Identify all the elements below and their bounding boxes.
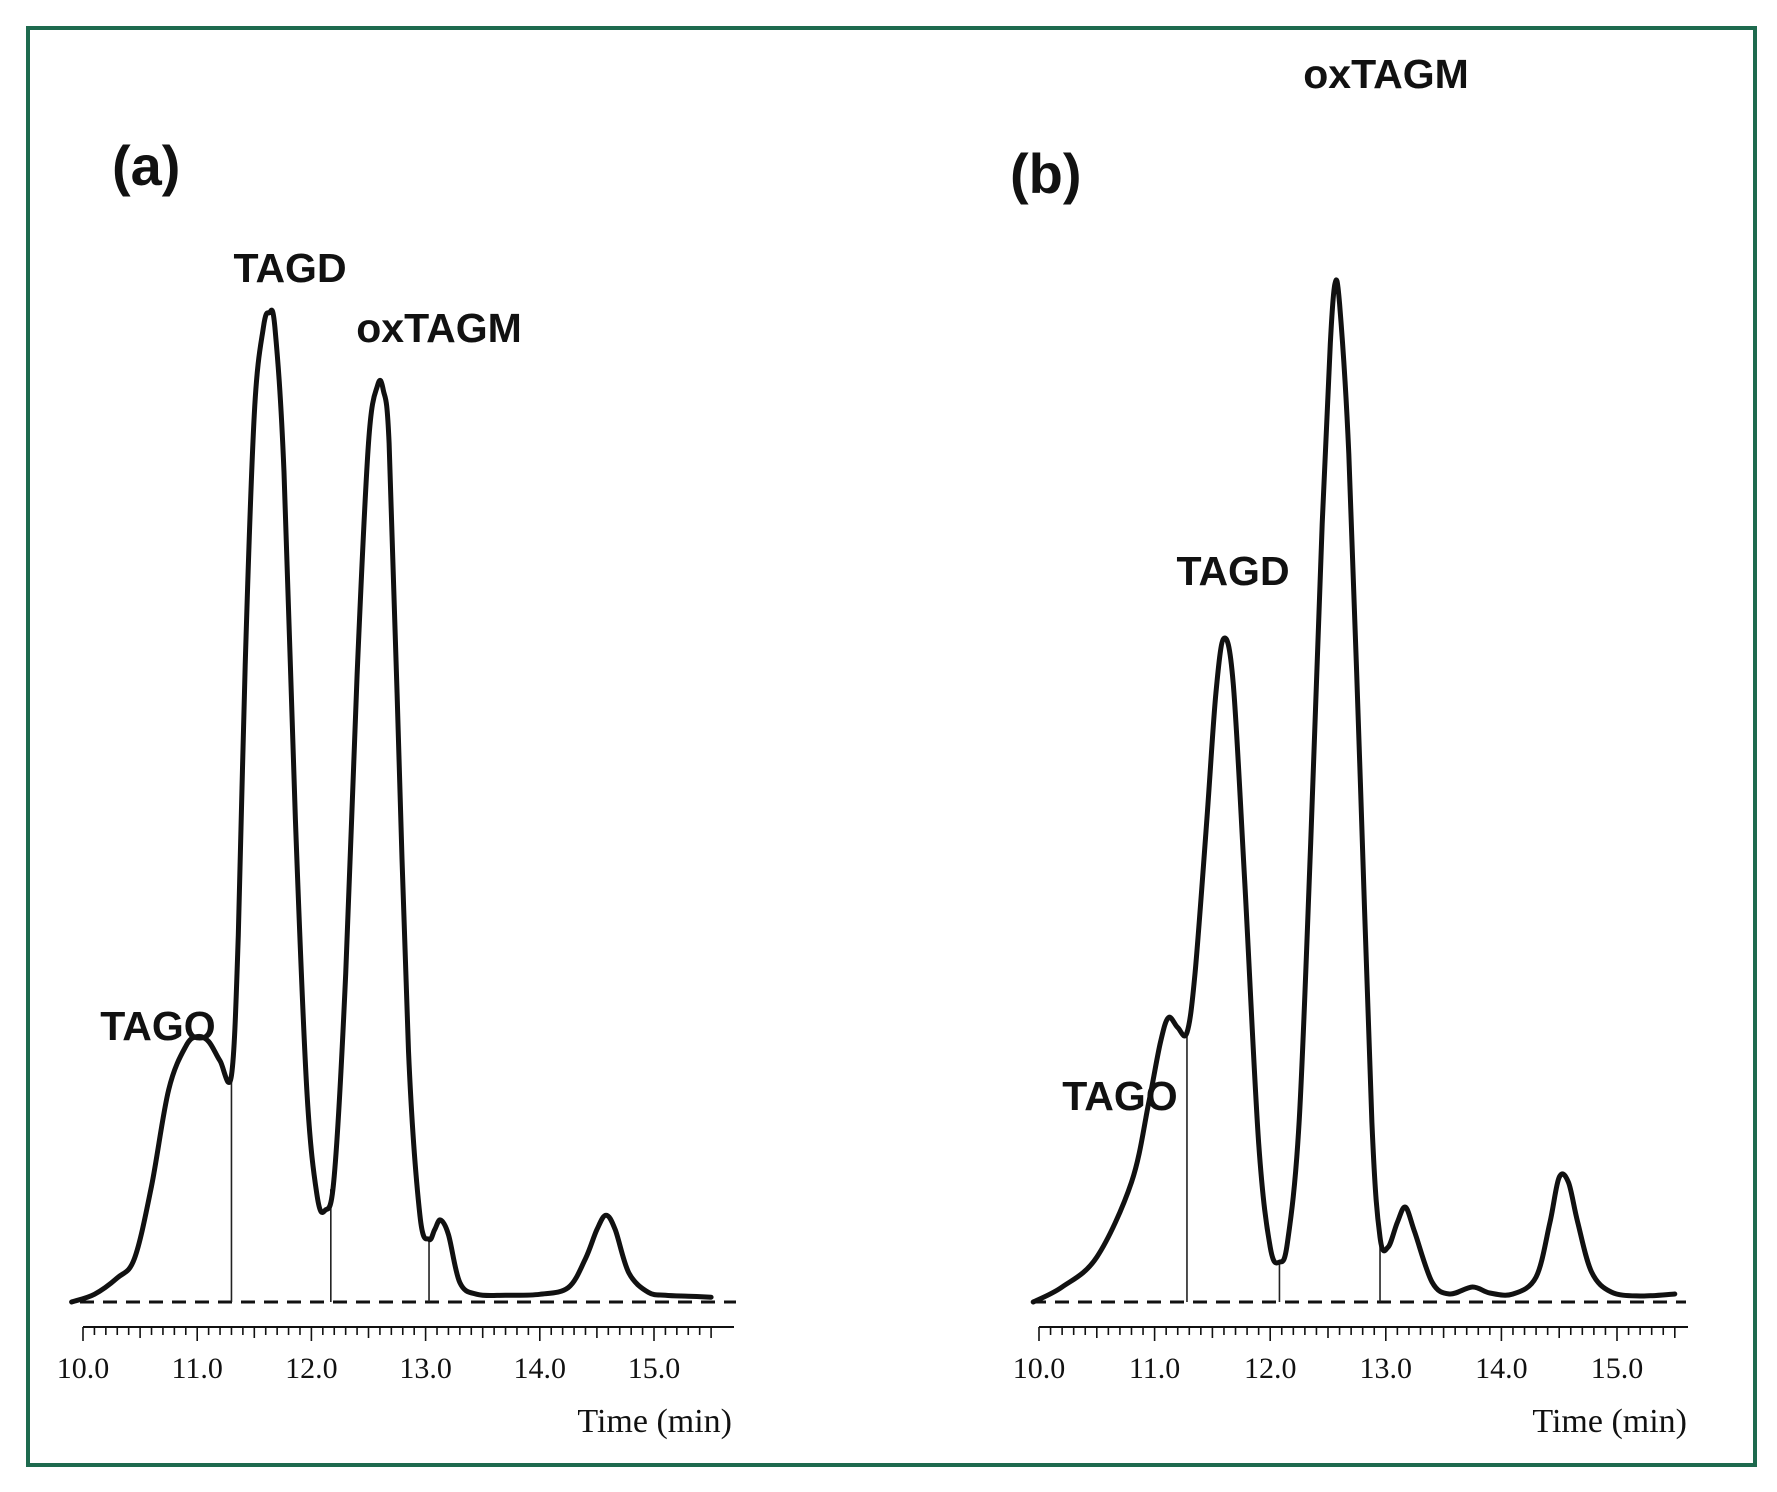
chromatogram-trace-a [69,307,714,1305]
x-tick-label-a: 13.0 [399,1352,452,1385]
x-tick-label-b: 14.0 [1475,1352,1528,1385]
peak-label-tago-a: TAGO [100,1003,215,1049]
x-tick-label-a: 10.0 [57,1352,110,1385]
peak-label-tago-b: TAGO [1062,1073,1177,1119]
x-tick-label-a: 14.0 [514,1352,567,1385]
x-tick-label-b: 13.0 [1360,1352,1413,1385]
panel-a-x-axis-label: Time (min) [577,1403,732,1440]
x-tick-label-b: 10.0 [1013,1352,1066,1385]
figure-frame [26,26,1757,1467]
panel-b-marks: 10.0 11.0 12.0 13.0 14.0 15.0 [1013,277,1688,1385]
peak-label-oxtagm-a: oxTAGM [356,305,522,351]
peak-label-tagd-a: TAGD [233,245,346,291]
panel-a: (a) Time (min) 10.0 11.0 12.0 13.0 14.0 15.0 … [57,134,736,1440]
panel-b-label: (b) [1010,142,1082,205]
x-tick-label-b: 12.0 [1244,1352,1297,1385]
panel-b-x-axis-label: Time (min) [1532,1403,1687,1440]
x-tick-label-b: 15.0 [1591,1352,1644,1385]
peak-label-oxtagm-b: oxTAGM [1303,51,1469,97]
peak-label-tagd-b: TAGD [1176,548,1289,594]
panel-b-peak-labels: TAGO TAGD oxTAGM [1062,51,1468,1119]
x-tick-label-a: 11.0 [172,1352,223,1385]
panel-a-label: (a) [112,134,180,197]
chromatogram-trace-b [1030,277,1678,1305]
x-tick-label-b: 11.0 [1129,1352,1180,1385]
x-tick-label-a: 15.0 [628,1352,681,1385]
panel-b: (b) Time (min) 10.0 11.0 12.0 13.0 14.0 15.0 … [1010,51,1688,1440]
panel-a-marks: 10.0 11.0 12.0 13.0 14.0 15.0 [57,307,736,1385]
x-tick-label-a: 12.0 [285,1352,338,1385]
panel-a-peak-labels: TAGO TAGD oxTAGM [100,245,521,1049]
